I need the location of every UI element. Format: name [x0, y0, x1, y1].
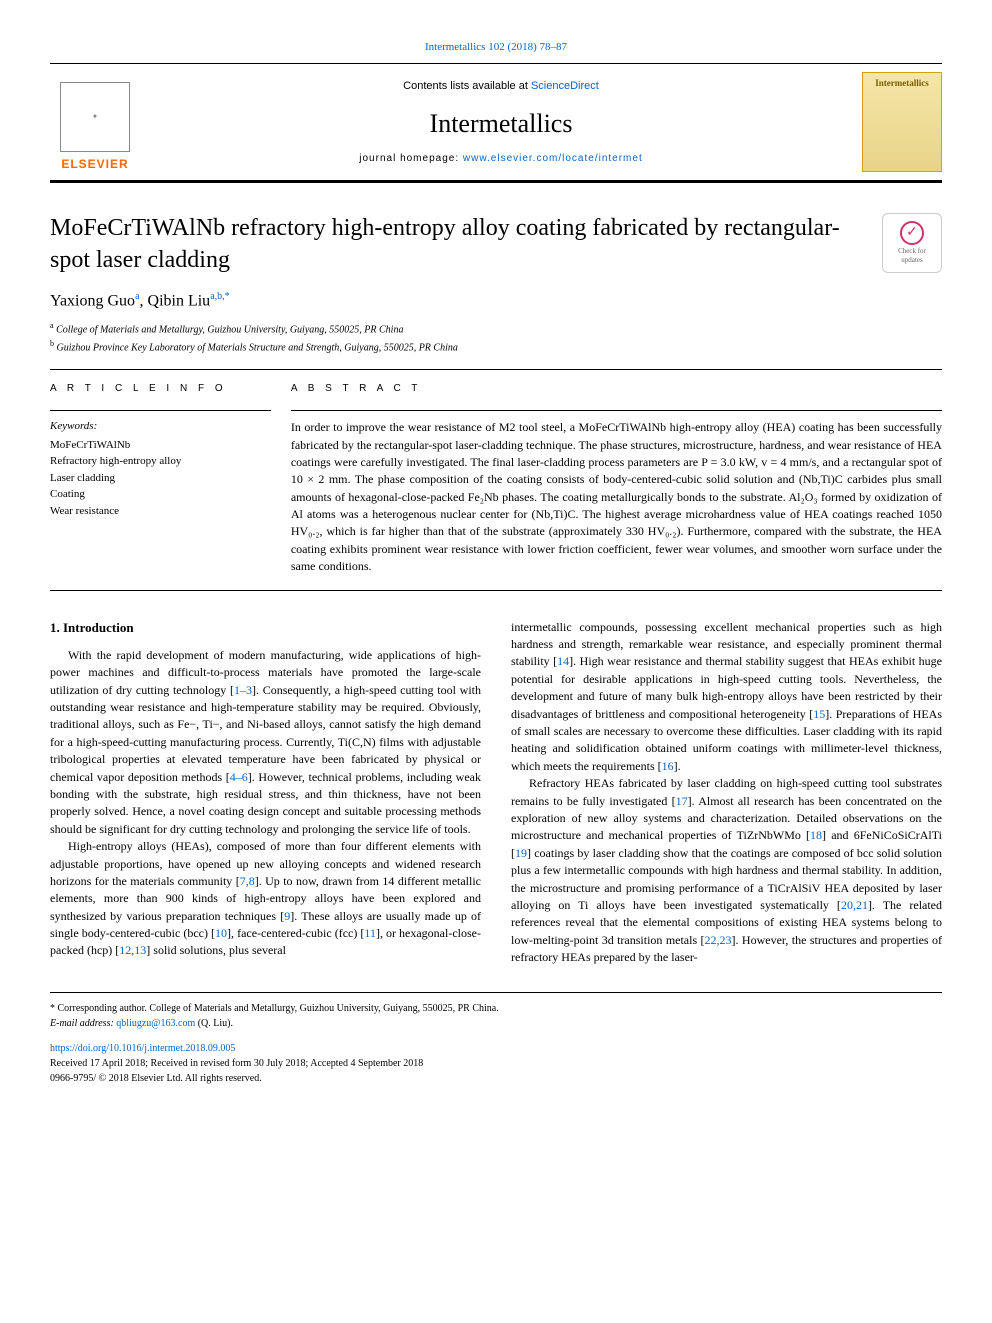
- contents-prefix: Contents lists available at: [403, 80, 531, 92]
- footer-block: * Corresponding author. College of Mater…: [50, 992, 942, 1086]
- email-link[interactable]: qbliugzu@163.com: [116, 1018, 195, 1029]
- homepage-link[interactable]: www.elsevier.com/locate/intermet: [463, 153, 643, 164]
- keyword-item: Refractory high-entropy alloy: [50, 453, 271, 470]
- affil-b-sup: b: [50, 339, 54, 348]
- journal-header: ✦ ELSEVIER Contents lists available at S…: [50, 63, 942, 183]
- journal-cover-thumbnail: Intermetallics: [862, 72, 942, 172]
- affiliation-a: a College of Materials and Metallurgy, G…: [50, 320, 942, 337]
- article-info-heading: A R T I C L E I N F O: [50, 382, 271, 396]
- keywords-list: MoFeCrTiWAlNb Refractory high-entropy al…: [50, 437, 271, 520]
- journal-citation-link[interactable]: Intermetallics 102 (2018) 78–87: [425, 41, 567, 53]
- sciencedirect-link[interactable]: ScienceDirect: [531, 80, 599, 92]
- divider-top: [50, 369, 942, 370]
- email-suffix: (Q. Liu).: [195, 1018, 233, 1029]
- updates-line2: updates: [901, 256, 922, 266]
- affiliations: a College of Materials and Metallurgy, G…: [50, 320, 942, 355]
- body-para: With the rapid development of modern man…: [50, 647, 481, 838]
- affil-a-text: College of Materials and Metallurgy, Gui…: [56, 325, 403, 336]
- article-title: MoFeCrTiWAlNb refractory high-entropy al…: [50, 213, 862, 275]
- homepage-prefix: journal homepage:: [359, 153, 463, 164]
- body-columns: 1. Introduction With the rapid developme…: [50, 619, 942, 967]
- body-para: intermetallic compounds, possessing exce…: [511, 619, 942, 776]
- body-col-left: 1. Introduction With the rapid developme…: [50, 619, 481, 967]
- elsevier-tree-icon: ✦: [60, 82, 130, 152]
- divider-abstract: [291, 410, 942, 411]
- issn-copyright: 0966-9795/ © 2018 Elsevier Ltd. All righ…: [50, 1071, 942, 1086]
- abstract-heading: A B S T R A C T: [291, 382, 942, 396]
- keyword-item: Laser cladding: [50, 470, 271, 487]
- author-1-name: Yaxiong Guo: [50, 292, 135, 309]
- contents-line: Contents lists available at ScienceDirec…: [140, 79, 862, 94]
- keyword-item: Coating: [50, 486, 271, 503]
- keyword-item: Wear resistance: [50, 503, 271, 520]
- article-info-block: A R T I C L E I N F O Keywords: MoFeCrTi…: [50, 382, 291, 576]
- doi-link[interactable]: https://doi.org/10.1016/j.intermet.2018.…: [50, 1043, 235, 1054]
- keywords-label: Keywords:: [50, 419, 271, 434]
- abstract-block: A B S T R A C T In order to improve the …: [291, 382, 942, 576]
- body-para: High-entropy alloys (HEAs), composed of …: [50, 838, 481, 960]
- header-center: Contents lists available at ScienceDirec…: [140, 79, 862, 167]
- publisher-brand: ELSEVIER: [61, 156, 128, 173]
- authors-line: Yaxiong Guoa, Qibin Liua,b,*: [50, 290, 942, 313]
- journal-citation: Intermetallics 102 (2018) 78–87: [50, 40, 942, 55]
- received-line: Received 17 April 2018; Received in revi…: [50, 1056, 942, 1071]
- divider-keywords: [50, 410, 271, 411]
- affiliation-b: b Guizhou Province Key Laboratory of Mat…: [50, 338, 942, 355]
- affil-a-sup: a: [50, 321, 54, 330]
- check-updates-badge[interactable]: ✓ Check for updates: [882, 213, 942, 273]
- section-heading-intro: 1. Introduction: [50, 619, 481, 637]
- email-label: E-mail address:: [50, 1018, 116, 1029]
- divider-below-abstract: [50, 590, 942, 591]
- keyword-item: MoFeCrTiWAlNb: [50, 437, 271, 454]
- publisher-logo: ✦ ELSEVIER: [50, 72, 140, 172]
- author-2-affil: a,b,*: [210, 291, 229, 302]
- crossmark-icon: ✓: [900, 221, 924, 245]
- author-1-affil: a: [135, 291, 139, 302]
- body-para: Refractory HEAs fabricated by laser clad…: [511, 775, 942, 966]
- email-line: E-mail address: qbliugzu@163.com (Q. Liu…: [50, 1016, 942, 1031]
- homepage-line: journal homepage: www.elsevier.com/locat…: [140, 152, 862, 166]
- journal-name: Intermetallics: [140, 106, 862, 142]
- updates-line1: Check for: [898, 247, 926, 257]
- abstract-text: In order to improve the wear resistance …: [291, 419, 942, 576]
- corresponding-author: * Corresponding author. College of Mater…: [50, 1001, 942, 1016]
- author-2-name: Qibin Liu: [148, 292, 211, 309]
- affil-b-text: Guizhou Province Key Laboratory of Mater…: [57, 342, 458, 353]
- body-col-right: intermetallic compounds, possessing exce…: [511, 619, 942, 967]
